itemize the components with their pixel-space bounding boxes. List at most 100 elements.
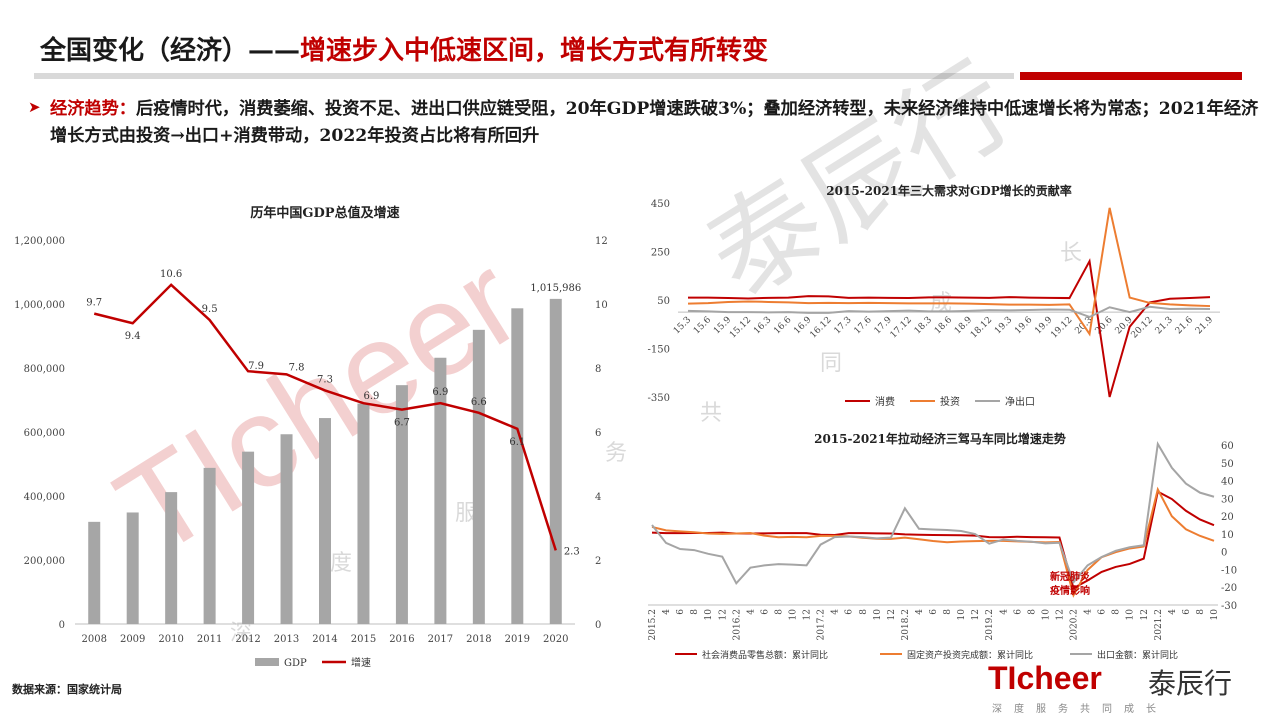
growth-data-label: 6.9 — [364, 391, 380, 402]
growth-data-label: 6.6 — [471, 397, 487, 408]
series-line-0 — [688, 258, 1211, 398]
x-tick-label: 2016.2 — [732, 609, 742, 641]
y-tick-label: 60 — [1221, 441, 1234, 452]
x-tick-label: 6 — [929, 609, 939, 615]
x-tick-label: 4 — [1168, 609, 1178, 615]
x-tick-label: 8 — [774, 609, 784, 615]
x-tick-label: 17.3 — [832, 315, 853, 336]
x-tick-label: 15.12 — [728, 315, 753, 340]
x-tick-label: 2013 — [274, 634, 299, 645]
x-tick-label: 8 — [859, 609, 869, 615]
series-line-2 — [651, 440, 1215, 586]
chart-title: 2015-2021年三大需求对GDP增长的贡献率 — [826, 183, 1071, 198]
growth-data-label: 10.6 — [160, 269, 182, 280]
gdp-bar — [88, 521, 101, 624]
gdp-bar — [472, 329, 485, 624]
x-tick-label: 6 — [760, 609, 770, 615]
x-tick-label: 8 — [943, 609, 953, 615]
gdp-bar — [357, 403, 370, 624]
legend-label: 消费 — [875, 395, 895, 408]
y-tick-label: 450 — [651, 199, 670, 210]
left-tick-label: 800,000 — [24, 364, 65, 375]
page-title: 全国变化（经济）——增速步入中低速区间，增长方式有所转变 — [40, 30, 768, 70]
growth-data-label: 6.1 — [509, 437, 525, 448]
x-tick-label: 12 — [1055, 609, 1065, 620]
y-tick-label: 50 — [657, 296, 670, 307]
x-tick-label: 2020.2 — [1070, 609, 1080, 641]
x-tick-label: 12 — [887, 609, 897, 620]
title-sub: 增速步入中低速区间，增长方式有所转变 — [300, 36, 769, 66]
x-tick-label: 12 — [718, 609, 728, 620]
x-tick-label: 6 — [676, 609, 686, 615]
x-tick-label: 21.9 — [1194, 315, 1215, 336]
gdp-bar — [203, 467, 216, 624]
logo-text-en: TIcheer — [988, 660, 1102, 696]
y-tick-label: 40 — [1221, 477, 1234, 488]
title-underline-red — [1020, 72, 1242, 80]
series-line-0 — [651, 490, 1215, 590]
left-tick-label: 200,000 — [24, 556, 65, 567]
gdp-chart: 历年中国GDP总值及增速 0 200,000 400,000 600,000 800,00… — [14, 205, 608, 669]
growth-data-label: 7.8 — [289, 362, 305, 373]
x-tick-label: 12 — [1140, 609, 1150, 620]
x-tick-label: 4 — [915, 609, 925, 615]
bullet-label: 经济趋势： — [50, 99, 136, 119]
x-tick-label: 10 — [957, 609, 967, 621]
x-tick-label: 8 — [1112, 609, 1122, 615]
x-tick-label: 17.12 — [889, 315, 914, 340]
x-tick-label: 2016 — [389, 634, 414, 645]
x-tick-label: 10 — [704, 609, 714, 621]
gdp-bar — [395, 385, 408, 624]
x-tick-label: 10 — [789, 609, 799, 621]
x-tick-label: 2019 — [505, 634, 530, 645]
x-tick-label: 2017 — [428, 634, 453, 645]
x-tick-label: 2008 — [82, 634, 107, 645]
x-tick-label: 21.6 — [1174, 315, 1195, 336]
x-tick-label: 6 — [1098, 609, 1108, 615]
right-tick-label: 4 — [595, 492, 601, 503]
x-tick-label: 19.12 — [1049, 315, 1074, 340]
left-tick-label: 400,000 — [24, 492, 65, 503]
logo-text-cn: 泰辰行 — [1148, 667, 1233, 700]
x-tick-label: 2010 — [158, 634, 183, 645]
x-tick-label: 2018.2 — [901, 609, 911, 641]
bullet-paragraph: 经济趋势：后疫情时代，消费萎缩、投资不足、进出口供应链受阻，20年GDP增速跌破… — [50, 96, 1265, 150]
x-tick-label: 19.3 — [993, 315, 1014, 336]
gdp-bar — [165, 492, 178, 624]
legend-label: 投资 — [940, 395, 960, 408]
x-tick-label: 6 — [1182, 609, 1192, 615]
x-tick-label: 2015.2 — [648, 609, 658, 641]
growth-line — [93, 283, 557, 551]
annotation-line-2: 疫情影响 — [1050, 584, 1090, 597]
x-tick-label: 2018 — [466, 634, 491, 645]
series-line-1 — [687, 207, 1211, 337]
bullet-text: 后疫情时代，消费萎缩、投资不足、进出口供应链受阻，20年GDP增速跌破3%；叠加… — [50, 99, 1259, 146]
left-tick-label: 600,000 — [24, 428, 65, 439]
x-tick-label: 12 — [803, 609, 813, 620]
annotation-line-1: 新冠肺炎 — [1050, 570, 1090, 583]
x-tick-label: 4 — [662, 609, 672, 615]
x-tick-label: 18.12 — [969, 315, 994, 340]
x-tick-label: 8 — [1196, 609, 1206, 615]
x-tick-label: 8 — [690, 609, 700, 615]
x-tick-label: 21.3 — [1154, 315, 1175, 336]
demand-contribution-chart: 2015-2021年三大需求对GDP增长的贡献率 -350 -150 50 250 450… — [648, 183, 1220, 408]
legend-swatch-gdp — [255, 658, 279, 666]
x-tick-label: 2015 — [351, 634, 376, 645]
x-tick-label: 18.3 — [913, 315, 934, 336]
x-tick-label: 4 — [831, 609, 841, 615]
y-tick-label: -150 — [648, 345, 670, 356]
series-line-1 — [651, 486, 1215, 598]
y-tick-label: 20 — [1221, 512, 1234, 523]
gdp-bar — [319, 418, 331, 624]
x-tick-label: 15.6 — [692, 315, 713, 336]
x-tick-label: 16.6 — [772, 315, 793, 336]
x-tick-label: 20.12 — [1130, 315, 1155, 340]
brand-logo: TIcheer 泰辰行 深度服务共同成长 — [988, 660, 1248, 716]
right-tick-label: 8 — [595, 364, 601, 375]
legend-label: 社会消费品零售总额：累计同比 — [702, 649, 828, 661]
y-tick-label: -20 — [1221, 583, 1237, 594]
y-tick-label: 50 — [1221, 459, 1234, 470]
x-tick-label: 2012 — [235, 634, 260, 645]
x-tick-label: 6 — [1013, 609, 1023, 615]
